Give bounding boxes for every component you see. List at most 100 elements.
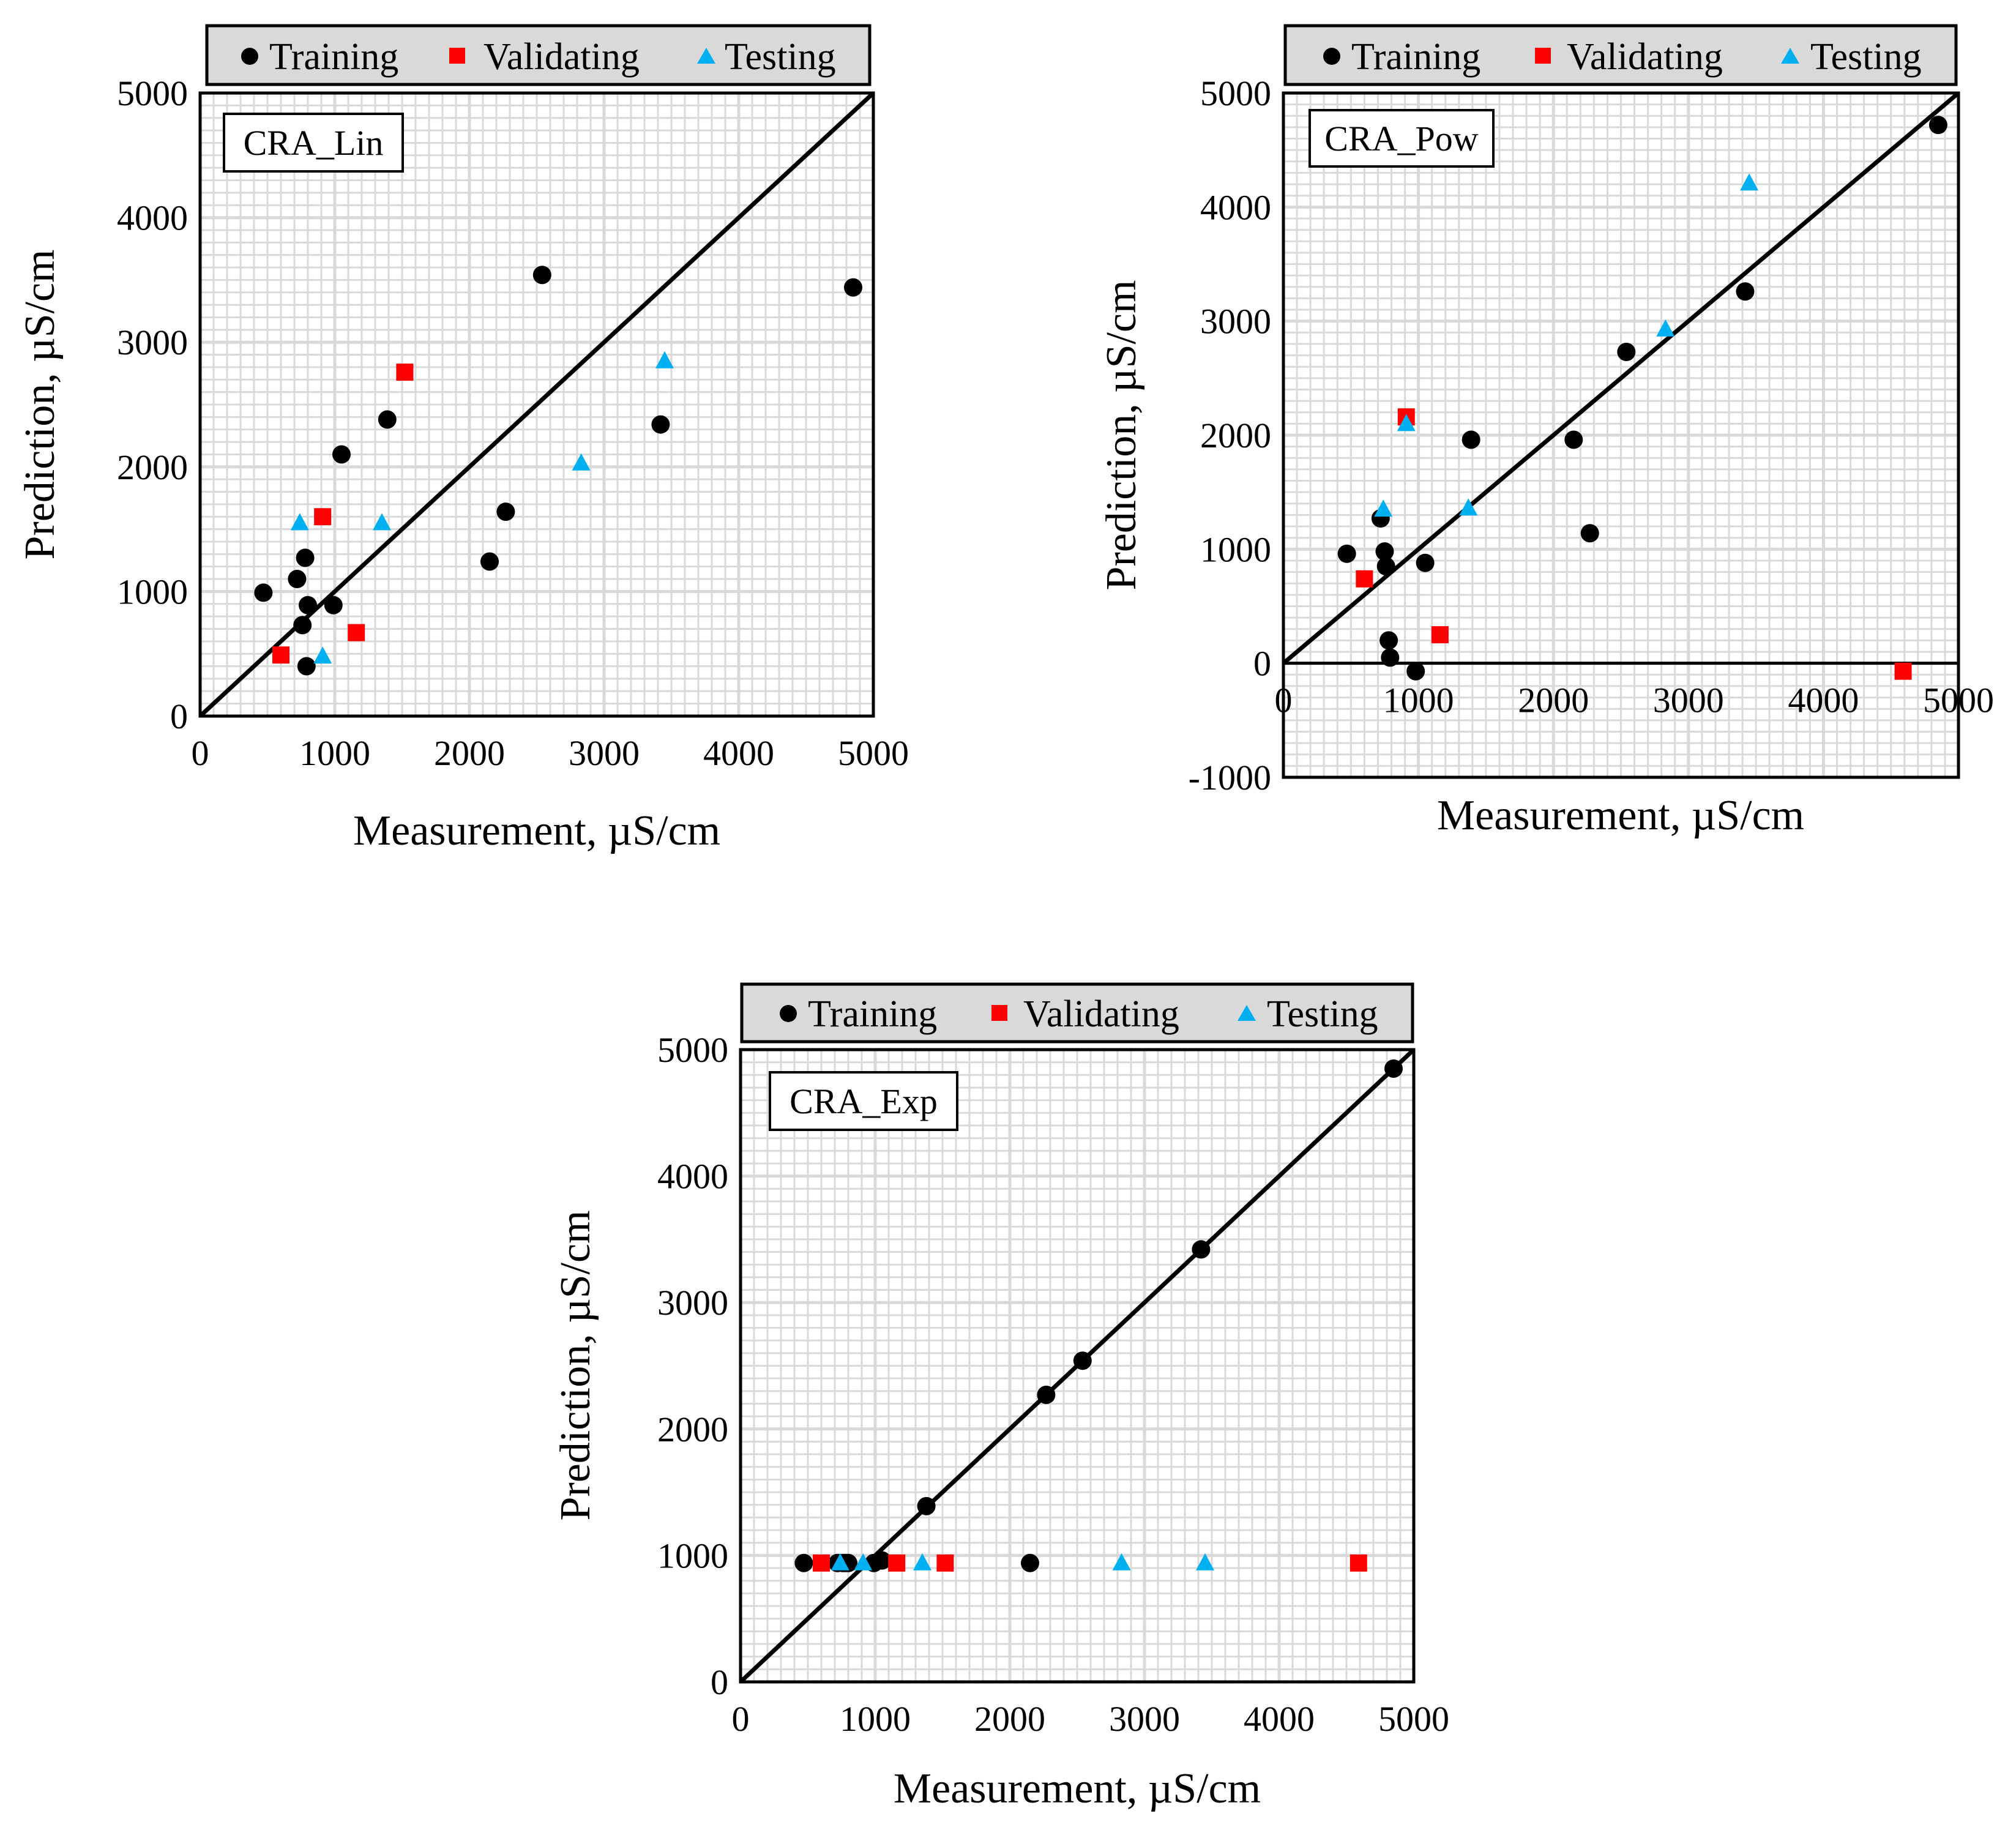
y-tick-label: 5000: [117, 73, 188, 113]
training-point: [1564, 430, 1583, 449]
training-point: [794, 1553, 813, 1572]
x-tick-label: 4000: [1788, 681, 1859, 720]
plot-border: [739, 1048, 1416, 1684]
legend-training-marker: [780, 1005, 797, 1022]
training-point: [1580, 524, 1599, 543]
training-point: [532, 266, 551, 285]
legend-box: [1283, 24, 1958, 86]
model-label-box: CRA_Lin: [223, 113, 404, 173]
testing-point: [572, 453, 591, 471]
x-tick-label: 1000: [840, 1699, 911, 1739]
tick-labels: 0 1000 2000 3000 4000 5000 0 1000 2000 3000 4000 50…: [117, 73, 909, 773]
model-label-frame: [1309, 109, 1495, 168]
training-point: [1192, 1240, 1211, 1259]
training-point: [917, 1496, 936, 1515]
legend-validating-marker: [449, 48, 465, 64]
training-point: [480, 552, 499, 571]
validating-point: [1431, 626, 1449, 644]
x-tick-label: 1000: [1383, 681, 1454, 720]
x-axis-title: Measurement, µS/cm: [353, 807, 720, 854]
y-tick-label: 0: [1253, 644, 1271, 684]
testing-point: [290, 513, 309, 531]
x-tick-label: 0: [1275, 681, 1293, 720]
legend-training-marker: [1323, 48, 1340, 65]
reference-line: [1282, 91, 1960, 665]
legend: Training Validating Testing: [205, 24, 872, 86]
validating-point: [396, 364, 414, 381]
y-tick-label: 1000: [657, 1536, 728, 1575]
legend-validating-label: Validating: [1023, 993, 1179, 1035]
testing-point: [313, 646, 332, 664]
gridlines: [741, 1050, 1414, 1682]
validating-point: [888, 1554, 906, 1572]
training-point: [1462, 430, 1480, 449]
training-point: [297, 657, 316, 676]
y-axis-title: Prediction, µS/cm: [552, 1211, 599, 1521]
y-tick-label: 1000: [1200, 529, 1271, 569]
model-label-box: CRA_Pow: [1309, 109, 1495, 168]
legend-training-marker: [241, 48, 258, 65]
y-tick-label: 4000: [117, 198, 188, 238]
y-tick-label: 3000: [117, 323, 188, 362]
plot-border: [1282, 91, 1960, 779]
legend-testing-label: Testing: [725, 36, 836, 78]
validating-point: [1894, 662, 1912, 680]
validating-point: [314, 508, 332, 526]
x-tick-label: 4000: [703, 733, 774, 773]
legend-validating-marker: [1535, 48, 1551, 64]
testing-point: [1740, 173, 1759, 191]
training-point: [1928, 116, 1947, 135]
training-point: [296, 548, 315, 567]
training-point: [293, 616, 312, 635]
y-tick-label: 3000: [1200, 302, 1271, 342]
panel-cra-pow: Training Validating Testing 0 1000 2000 300…: [1098, 24, 1994, 839]
x-axis-title: Measurement, µS/cm: [894, 1765, 1261, 1812]
training-point: [1617, 342, 1636, 361]
x-tick-label: 0: [192, 733, 209, 773]
legend-testing-marker: [697, 48, 715, 64]
testing-point: [1656, 319, 1675, 337]
training-point: [496, 502, 515, 521]
testing-point: [913, 1553, 931, 1570]
legend-training-label: Training: [808, 993, 937, 1035]
training-point: [1037, 1386, 1056, 1405]
y-tick-label: 4000: [657, 1157, 728, 1197]
training-point: [332, 445, 351, 464]
gridlines: [1283, 93, 1958, 777]
validating-point: [813, 1554, 830, 1572]
y-tick-label: -1000: [1189, 758, 1271, 797]
training-point: [873, 1551, 891, 1570]
legend-validating-label: Validating: [483, 36, 640, 78]
x-tick-label: 3000: [569, 733, 640, 773]
testing-point: [1196, 1553, 1214, 1570]
legend-box: [205, 24, 872, 86]
legend: Training Validating Testing: [1283, 24, 1958, 86]
training-point: [1736, 282, 1755, 301]
legend-box: [740, 982, 1414, 1044]
model-label-box: CRA_Exp: [769, 1071, 958, 1131]
x-tick-label: 1000: [299, 733, 370, 773]
plot-border: [198, 91, 875, 718]
panel-cra-exp: Training Validating Testing 0 1000 2000 300…: [552, 982, 1449, 1812]
y-tick-label: 2000: [1200, 416, 1271, 455]
panel-cra-lin: Training Validating Testing 0 1000 2000 300…: [17, 24, 909, 854]
legend-testing-label: Testing: [1267, 993, 1378, 1035]
training-point: [1375, 542, 1394, 561]
legend-training-label: Training: [1351, 36, 1480, 78]
legend-validating-marker: [991, 1005, 1007, 1021]
legend-testing-label: Testing: [1810, 36, 1922, 78]
training-point: [1381, 648, 1400, 667]
training-point: [1379, 631, 1398, 650]
training-point: [1384, 1059, 1403, 1078]
tick-labels: 0 1000 2000 3000 4000 5000 0 1000 2000 3000 4000 50…: [657, 1030, 1449, 1739]
model-label-frame: [769, 1071, 958, 1131]
training-point: [288, 570, 307, 589]
legend: Training Validating Testing: [740, 982, 1414, 1044]
legend-testing-marker: [1238, 1005, 1256, 1021]
testing-point: [655, 351, 674, 368]
x-tick-label: 2000: [434, 733, 505, 773]
data-points: [1337, 116, 1947, 681]
validating-point: [348, 624, 365, 641]
testing-point: [373, 513, 391, 531]
